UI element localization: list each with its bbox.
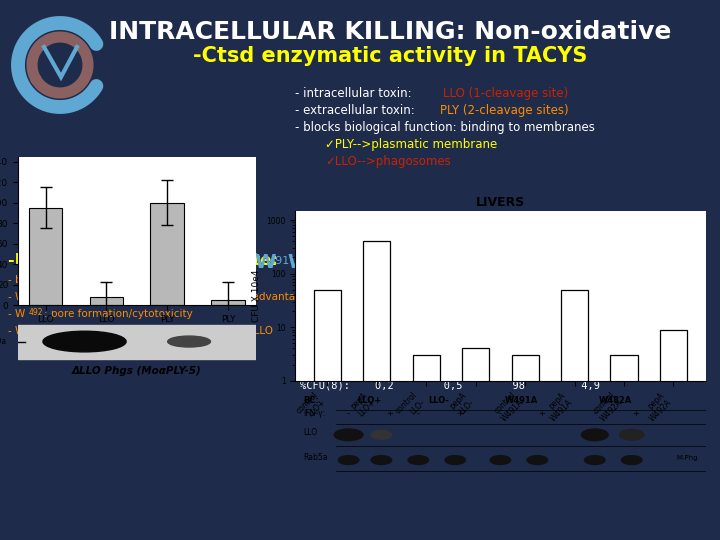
Text: -: - xyxy=(593,409,596,418)
Text: 491: 491 xyxy=(268,256,289,266)
Text: LLO+: LLO+ xyxy=(357,396,381,405)
Text: LLO (1-cleavage site): LLO (1-cleavage site) xyxy=(443,87,568,100)
Y-axis label: CFU X 10e4: CFU X 10e4 xyxy=(251,269,261,322)
Ellipse shape xyxy=(490,456,510,464)
Text: : Phg sensor to produce >> or << LLO: : Phg sensor to produce >> or << LLO xyxy=(71,326,273,336)
Text: W482A: W482A xyxy=(599,396,632,405)
Title: LIVERS: LIVERS xyxy=(476,197,525,210)
Ellipse shape xyxy=(527,456,548,464)
Text: -: - xyxy=(417,409,420,418)
Bar xyxy=(561,289,588,540)
Text: PLY (2-cleavage sites): PLY (2-cleavage sites) xyxy=(440,104,569,117)
Text: - blocks biological function: binding to membranes: - blocks biological function: binding to… xyxy=(295,121,595,134)
Text: +: + xyxy=(632,409,639,418)
Text: -: - xyxy=(499,409,502,418)
Text: LLO-: LLO- xyxy=(428,396,449,405)
Ellipse shape xyxy=(338,456,359,464)
Text: -Immune features of LLO site:: -Immune features of LLO site: xyxy=(8,253,283,268)
Text: -Ctsd enzymatic activity in TACYS: -Ctsd enzymatic activity in TACYS xyxy=(193,46,588,66)
Text: %CFU(8):    0,2        0,5        98         4,9: %CFU(8): 0,2 0,5 98 4,9 xyxy=(300,381,600,391)
Text: 492: 492 xyxy=(301,256,323,266)
Ellipse shape xyxy=(585,456,605,464)
Text: W491A: W491A xyxy=(504,396,538,405)
Text: +: + xyxy=(456,409,463,418)
Text: 491: 491 xyxy=(29,291,43,300)
Ellipse shape xyxy=(168,336,210,347)
Bar xyxy=(364,241,390,540)
Bar xyxy=(462,348,490,540)
Text: -: - xyxy=(347,409,350,418)
Text: : Phg binding, Ctsd sensitivity, immune advantage: : Phg binding, Ctsd sensitivity, immune … xyxy=(44,292,308,302)
Text: - extracellular toxin:: - extracellular toxin: xyxy=(295,104,418,117)
Text: +: + xyxy=(386,409,393,418)
Text: INTRACELLULAR KILLING: Non-oxidative: INTRACELLULAR KILLING: Non-oxidative xyxy=(109,20,671,44)
Text: IFN-γ:: IFN-γ: xyxy=(303,409,325,418)
Text: +: + xyxy=(538,409,545,418)
Text: LLO: LLO xyxy=(303,428,318,437)
Bar xyxy=(90,297,123,305)
Bar xyxy=(611,355,637,540)
Text: W: W xyxy=(287,253,308,272)
Text: M-Phg: M-Phg xyxy=(676,455,698,461)
Text: - intracellular toxin:: - intracellular toxin: xyxy=(295,87,415,100)
Text: - W: - W xyxy=(8,309,25,319)
Ellipse shape xyxy=(445,456,466,464)
Ellipse shape xyxy=(371,456,392,464)
Text: - W: - W xyxy=(8,292,25,302)
Bar xyxy=(413,355,440,540)
Bar xyxy=(212,300,245,305)
Bar xyxy=(511,355,539,540)
Ellipse shape xyxy=(619,429,644,440)
Ellipse shape xyxy=(371,430,392,439)
Ellipse shape xyxy=(43,331,126,352)
Text: W: W xyxy=(254,253,276,272)
Text: 492: 492 xyxy=(56,325,71,334)
Bar xyxy=(18,325,256,359)
Bar xyxy=(150,202,184,305)
Ellipse shape xyxy=(582,429,608,441)
Text: : pore formation/cytotoxicity: : pore formation/cytotoxicity xyxy=(44,309,193,319)
Text: 52 kDa: 52 kDa xyxy=(0,337,6,346)
Text: - W: - W xyxy=(8,326,25,336)
Text: ✓PLY-->plasmatic membrane: ✓PLY-->plasmatic membrane xyxy=(325,138,498,151)
Text: 491: 491 xyxy=(29,325,43,334)
Text: BC:: BC: xyxy=(303,396,319,405)
Bar xyxy=(314,289,341,540)
Text: ΔLLO Phgs (MoαPLY-5): ΔLLO Phgs (MoαPLY-5) xyxy=(72,366,202,376)
Ellipse shape xyxy=(408,456,428,464)
Ellipse shape xyxy=(334,429,363,441)
Text: ✓LLO-->phagosomes: ✓LLO-->phagosomes xyxy=(325,155,451,168)
Text: 492: 492 xyxy=(29,308,43,317)
Bar xyxy=(660,329,687,540)
Text: %CFU(0):    31        100        98         50: %CFU(0): 31 100 98 50 xyxy=(300,367,588,377)
Text: W: W xyxy=(44,326,54,336)
Bar xyxy=(29,208,62,305)
Text: - binding to Phgs + Ctsd cleavage site: - binding to Phgs + Ctsd cleavage site xyxy=(8,275,207,285)
Text: Rab5a: Rab5a xyxy=(303,453,328,462)
Ellipse shape xyxy=(621,456,642,464)
